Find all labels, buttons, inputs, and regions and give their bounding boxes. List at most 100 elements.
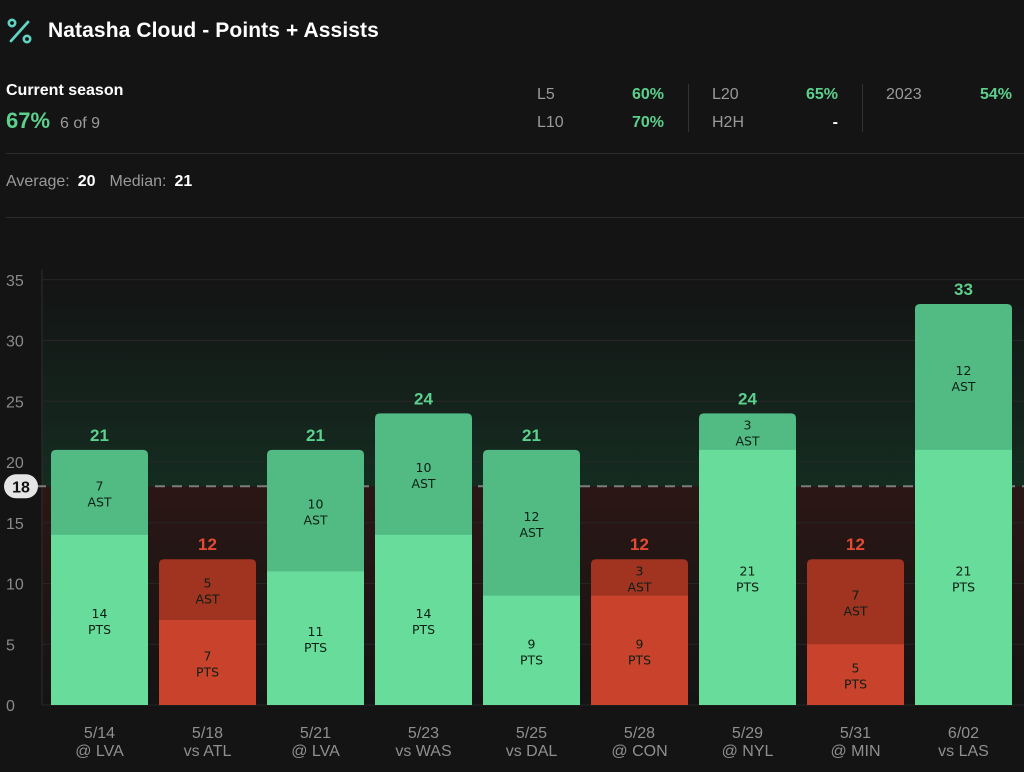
bar-pts[interactable] (699, 449, 796, 705)
x-tick-date: 5/29 (732, 725, 763, 742)
ast-unit: AST (87, 494, 111, 509)
bar-pts[interactable] (375, 534, 472, 705)
x-tick-opponent: vs DAL (506, 743, 558, 760)
pts-value: 14 (416, 606, 432, 621)
ast-value: 12 (524, 509, 540, 524)
x-tick-date: 6/02 (948, 725, 979, 742)
split-l10-label: L10 (537, 114, 564, 131)
season-hit-count: 6 of 9 (60, 115, 101, 132)
page-title: Natasha Cloud - Points + Assists (48, 19, 379, 42)
total-label: 12 (846, 535, 865, 554)
bar-pts[interactable] (591, 595, 688, 705)
threshold-badge (4, 474, 38, 499)
pts-value: 11 (308, 624, 324, 639)
bar-pts[interactable] (483, 595, 580, 705)
season-hit-pct: 67% (6, 108, 51, 133)
ast-unit: AST (951, 379, 975, 394)
total-label: 12 (198, 535, 217, 554)
split-2023-value: 54% (979, 86, 1012, 103)
ast-value: 7 (852, 588, 860, 603)
pts-value: 7 (204, 648, 212, 663)
y-tick-label: 10 (6, 577, 24, 594)
split-2023-label: 2023 (886, 86, 922, 103)
pts-unit: PTS (412, 622, 435, 637)
total-label: 21 (306, 426, 325, 445)
x-tick-opponent: @ NYL (722, 743, 774, 760)
pts-unit: PTS (844, 677, 867, 692)
split-l20-label: L20 (712, 86, 739, 103)
ast-value: 10 (308, 497, 324, 512)
season-summary: 67% 6 of 9 (6, 108, 100, 134)
bar-pts[interactable] (51, 534, 148, 705)
header: Natasha Cloud - Points + Assists (6, 14, 379, 48)
ast-unit: AST (303, 513, 327, 528)
bar-pts[interactable] (159, 619, 256, 705)
split-l5-value: 60% (631, 86, 664, 103)
x-tick-opponent: @ LVA (291, 743, 340, 760)
pts-unit: PTS (736, 579, 759, 594)
divider (688, 84, 689, 132)
bar-pts[interactable] (807, 644, 904, 705)
ast-value: 10 (416, 460, 432, 475)
pts-unit: PTS (88, 622, 111, 637)
split-l20-value: 65% (805, 86, 838, 103)
pts-unit: PTS (628, 652, 651, 667)
y-tick-label: 35 (6, 273, 24, 290)
y-tick-label: 25 (6, 394, 24, 411)
average-label: Average: (6, 173, 70, 190)
median-value: 21 (174, 173, 193, 190)
x-tick-opponent: @ CON (611, 743, 667, 760)
total-label: 21 (90, 426, 109, 445)
x-tick-date: 5/18 (192, 725, 223, 742)
pts-unit: PTS (952, 579, 975, 594)
split-l5-label: L5 (537, 86, 555, 103)
x-tick-opponent: @ LVA (75, 743, 124, 760)
y-tick-label: 30 (6, 334, 24, 351)
total-label: 33 (954, 280, 973, 299)
ast-value: 12 (956, 363, 972, 378)
y-tick-label: 0 (6, 698, 15, 715)
percent-logo-icon (7, 18, 32, 44)
ast-unit: AST (735, 434, 759, 449)
x-tick-date: 5/23 (408, 725, 439, 742)
median-label: Median: (109, 173, 167, 190)
y-tick-label: 5 (6, 637, 15, 654)
bar-pts[interactable] (267, 571, 364, 705)
divider (6, 153, 1024, 154)
threshold-label: 18 (12, 479, 30, 496)
average-value: 20 (77, 173, 96, 190)
ast-value: 7 (96, 478, 104, 493)
pts-value: 9 (528, 636, 536, 651)
ast-unit: AST (195, 592, 219, 607)
divider (862, 84, 863, 132)
x-tick-date: 5/14 (84, 725, 115, 742)
divider (6, 217, 1024, 218)
split-l10-value: 70% (631, 114, 664, 131)
pts-unit: PTS (196, 664, 219, 679)
x-tick-opponent: vs ATL (184, 743, 232, 760)
x-tick-date: 5/25 (516, 725, 547, 742)
ast-unit: AST (411, 476, 435, 491)
ast-unit: AST (843, 604, 867, 619)
x-tick-opponent: @ MIN (830, 743, 880, 760)
bar-pts[interactable] (915, 449, 1012, 705)
summary-stats: Average: 20 Median: 21 (6, 173, 206, 191)
pts-value: 14 (92, 606, 108, 621)
ast-unit: AST (627, 579, 651, 594)
ast-value: 5 (204, 576, 212, 591)
x-tick-opponent: vs LAS (938, 743, 989, 760)
x-tick-date: 5/31 (840, 725, 871, 742)
pts-value: 9 (636, 636, 644, 651)
x-tick-date: 5/28 (624, 725, 655, 742)
split-h2h-value: - (832, 114, 838, 131)
pts-value: 5 (852, 661, 860, 676)
pts-value: 21 (740, 563, 756, 578)
ast-unit: AST (519, 525, 543, 540)
season-label: Current season (6, 82, 124, 99)
x-tick-opponent: vs WAS (395, 743, 451, 760)
ast-value: 3 (744, 418, 752, 433)
y-tick-label: 20 (6, 455, 24, 472)
split-h2h-label: H2H (712, 114, 745, 131)
x-tick-date: 5/21 (300, 725, 331, 742)
total-label: 24 (414, 389, 433, 408)
